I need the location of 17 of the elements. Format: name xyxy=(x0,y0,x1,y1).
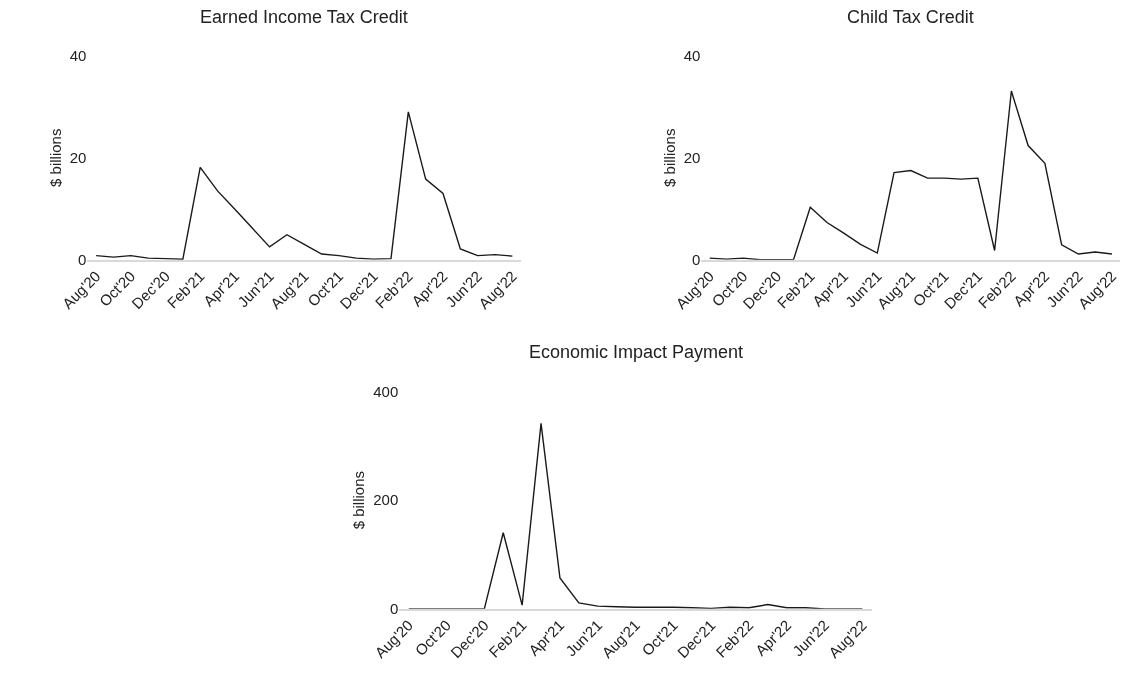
line-series xyxy=(95,111,514,260)
y-tick-label: 20 xyxy=(69,149,87,166)
y-tick-label: 0 xyxy=(78,250,87,268)
y-tick-label: 20 xyxy=(683,149,701,166)
chart-title: Economic Impact Payment xyxy=(529,342,744,362)
chart-title: Earned Income Tax Credit xyxy=(200,7,408,27)
y-tick-label: 0 xyxy=(389,600,399,618)
y-axis-title: $ billions xyxy=(660,128,678,187)
line-series xyxy=(709,90,1113,260)
y-axis-title: $ billions xyxy=(47,128,65,187)
y-tick-label: 0 xyxy=(691,250,701,268)
y-axis-title: $ billions xyxy=(350,470,368,530)
y-tick-label: 200 xyxy=(373,491,399,509)
y-tick-label: 40 xyxy=(69,47,87,65)
y-tick-label: 400 xyxy=(373,382,399,400)
y-tick-label: 40 xyxy=(683,47,701,65)
chart-title: Child Tax Credit xyxy=(847,7,974,27)
